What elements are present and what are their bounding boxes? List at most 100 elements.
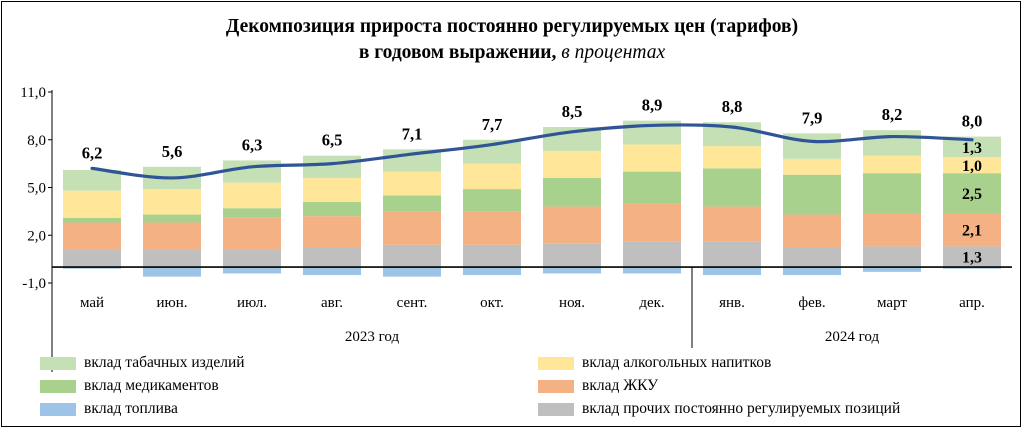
legend-label: вклад ЖКУ xyxy=(582,377,659,394)
total-line xyxy=(90,123,974,180)
bar-segment xyxy=(463,211,521,245)
x-category-label: май xyxy=(80,295,104,311)
y-tick-label: 5,0 xyxy=(27,181,46,197)
bar-segment xyxy=(863,212,921,247)
bar-segment xyxy=(943,136,1001,158)
segment-value-label: 2,5 xyxy=(962,186,982,203)
year-group-label: 2023 год xyxy=(345,329,400,345)
x-category-label: апр. xyxy=(959,295,985,311)
chart-title-line1: Декомпозиция прироста постоянно регулиру… xyxy=(225,16,799,37)
legend-swatch xyxy=(538,356,574,370)
legend-item: вклад прочих постоянно регулируемых пози… xyxy=(538,399,900,419)
segment-value-label: 1,0 xyxy=(962,158,982,175)
segment-value-label: 1,3 xyxy=(962,140,982,157)
bar-segment xyxy=(143,267,201,277)
total-value-label: 7,1 xyxy=(402,124,423,143)
legend-item: вклад медикаментов xyxy=(40,376,219,396)
bar-segment xyxy=(703,267,761,276)
legend-swatch xyxy=(40,379,76,393)
x-category-label: июл. xyxy=(237,295,267,311)
total-value-label: 8,5 xyxy=(562,102,583,121)
total-value-label: 6,2 xyxy=(82,143,103,162)
bar-segment xyxy=(863,267,921,272)
bar-segment xyxy=(623,171,681,204)
x-category-label: дек. xyxy=(639,295,664,311)
bar-segment xyxy=(223,182,281,209)
bar-segment xyxy=(223,160,281,183)
bar-segment xyxy=(303,155,361,178)
bar-segment xyxy=(783,174,841,215)
y-tick-label: 2,0 xyxy=(27,228,46,244)
bar-segment xyxy=(783,267,841,276)
bar-segment xyxy=(63,222,121,250)
bar-segment xyxy=(543,243,601,268)
bar-segment xyxy=(463,163,521,190)
bar-segment xyxy=(143,249,201,268)
x-category-label: окт. xyxy=(480,295,504,311)
segment-value-label: 1,3 xyxy=(962,250,982,267)
bar-segment xyxy=(623,267,681,274)
bar-segment xyxy=(703,241,761,268)
bar-segment xyxy=(303,267,361,276)
bar-segment xyxy=(143,214,201,223)
bar-segment xyxy=(783,158,841,175)
bar-segment xyxy=(943,173,1001,213)
bar-segment xyxy=(543,177,601,207)
legend-label: вклад медикаментов xyxy=(84,377,219,394)
bar-segment xyxy=(463,189,521,212)
bar-segment xyxy=(863,173,921,213)
bar-segment xyxy=(63,249,121,268)
legend-swatch xyxy=(538,402,574,416)
bar-segment xyxy=(303,177,361,202)
legend-swatch xyxy=(40,402,76,416)
bar-segment xyxy=(303,201,361,217)
legend-item: вклад табачных изделий xyxy=(40,353,245,373)
chart-title-units: в процентах xyxy=(561,42,666,63)
total-value-label: 8,9 xyxy=(642,96,663,115)
bar-segment xyxy=(383,244,441,268)
bar-segment xyxy=(703,168,761,207)
legend-swatch xyxy=(538,379,574,393)
legend-label: вклад табачных изделий xyxy=(84,354,245,371)
bar-segment xyxy=(943,212,1001,247)
bar-segment xyxy=(223,249,281,268)
bar-segment xyxy=(863,155,921,174)
bar-segment xyxy=(383,171,441,196)
bar-segment xyxy=(63,190,121,218)
bar-segment xyxy=(463,267,521,276)
total-value-label: 8,8 xyxy=(722,97,743,116)
y-tick-label: 11,0 xyxy=(20,85,46,101)
bar-segment xyxy=(623,203,681,242)
bar-segment xyxy=(223,208,281,218)
legend-item: вклад алкогольных напитков xyxy=(538,353,771,373)
legend-swatch xyxy=(40,356,76,370)
x-category-label: фев. xyxy=(798,295,825,311)
y-tick-label: -1,0 xyxy=(22,276,46,292)
bar-segment xyxy=(463,244,521,268)
total-value-label: 6,3 xyxy=(242,135,263,154)
bar-segment xyxy=(783,247,841,268)
x-category-label: сент. xyxy=(397,295,428,311)
total-value-label: 7,9 xyxy=(802,108,823,127)
bar-segment xyxy=(543,267,601,274)
x-category-label: ноя. xyxy=(559,295,585,311)
bar-segment xyxy=(143,222,201,250)
bar-segment xyxy=(943,246,1001,268)
total-value-label: 5,6 xyxy=(162,142,183,161)
x-category-label: март xyxy=(877,295,907,311)
chart-title: Декомпозиция прироста постоянно регулиру… xyxy=(0,14,1024,66)
bar-segment xyxy=(543,150,601,178)
legend-label: вклад алкогольных напитков xyxy=(582,354,772,371)
bar-segment xyxy=(303,247,361,268)
bar-segment xyxy=(383,211,441,245)
x-category-label: авг. xyxy=(321,295,343,311)
bar-segment xyxy=(63,217,121,223)
legend-item: вклад топлива xyxy=(40,399,178,419)
segment-value-label: 2,1 xyxy=(962,223,982,240)
legend-label: вклад прочих постоянно регулируемых пози… xyxy=(582,400,901,417)
bar-segment xyxy=(703,206,761,242)
legend-item: вклад ЖКУ xyxy=(538,376,658,396)
legend-label: вклад топлива xyxy=(84,400,178,417)
bar-segment xyxy=(223,217,281,250)
